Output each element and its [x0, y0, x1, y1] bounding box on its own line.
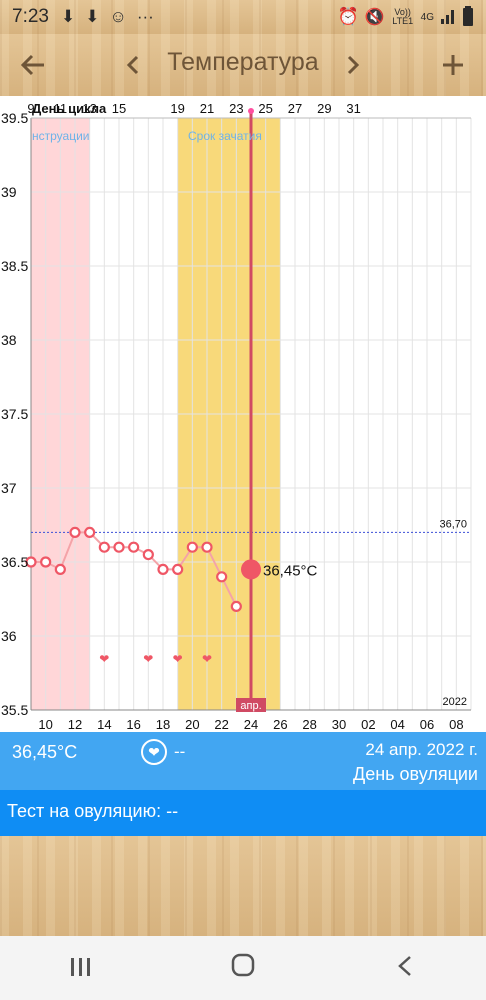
status-bar: 7:23 ⬇ ⬇ ☺ ··· ⏰ 🔇 Vo)) LTE1 4G: [0, 0, 486, 34]
temperature-point: [216, 571, 228, 583]
intercourse-heart-icon: ❤: [173, 652, 183, 666]
period-band-label: нструации: [32, 129, 89, 143]
temperature-point: [25, 556, 37, 568]
date-tick: 26: [273, 717, 287, 732]
date-tick: 22: [214, 717, 228, 732]
temperature-point: [230, 600, 242, 612]
cycle-day-tick: 19: [170, 101, 184, 116]
cycle-day-tick: 9: [27, 101, 34, 116]
cycle-day-tick: 11: [54, 101, 68, 116]
cycle-day-tick: 27: [288, 101, 302, 116]
coverline-label: 36,70: [439, 518, 467, 530]
page-title: Температура: [167, 48, 319, 76]
cycle-day-tick: 13: [82, 101, 96, 116]
month-marker-badge: [236, 698, 266, 712]
temperature-point: [54, 563, 66, 575]
temperature-point: [84, 526, 96, 538]
more-icon: ···: [136, 7, 154, 26]
date-tick: 12: [68, 717, 82, 732]
home-icon[interactable]: [203, 953, 283, 984]
alarm-icon: ⏰: [337, 7, 359, 26]
temperature-chart[interactable]: 36,70 апр. 2022 36,45°C ❤ ❤ ❤ ❤ нструации Сро…: [0, 96, 486, 732]
cycle-day-tick: 29: [317, 101, 331, 116]
date-tick: 02: [361, 717, 375, 732]
y-tick-label: 37: [1, 480, 17, 496]
date-tick: 08: [449, 717, 463, 732]
selected-day-dot: [248, 108, 254, 114]
back-arrow-icon[interactable]: [8, 34, 58, 96]
status-right-icons: ⏰ 🔇 Vo)) LTE1 4G: [337, 5, 474, 29]
year-label: 2022: [443, 696, 467, 708]
battery-icon: [462, 5, 474, 29]
y-tick-label: 38.5: [1, 258, 28, 274]
temperature-point: [113, 541, 125, 553]
signal-icon: [440, 8, 456, 27]
selected-date: 24 апр. 2022 г.: [365, 740, 478, 759]
date-tick: 06: [420, 717, 434, 732]
y-tick-label: 35.5: [1, 702, 28, 718]
date-tick: 30: [332, 717, 346, 732]
date-tick: 18: [156, 717, 170, 732]
navigation-bar: [0, 936, 486, 1000]
date-tick: 14: [97, 717, 111, 732]
y-tick-label: 38: [1, 332, 17, 348]
cycle-day-tick: 15: [112, 101, 126, 116]
intercourse-heart-icon: ❤: [143, 652, 153, 666]
date-tick: 04: [390, 717, 404, 732]
temperature-point: [201, 541, 213, 553]
y-tick-label: 39: [1, 184, 17, 200]
temperature-point: [98, 541, 110, 553]
chevron-right-icon[interactable]: [328, 34, 378, 96]
cycle-day-tick: 31: [346, 101, 360, 116]
y-tick-label: 39.5: [1, 110, 28, 126]
temperature-value: 36,45°C: [12, 742, 78, 762]
cycle-day-tick: 23: [229, 101, 243, 116]
ovulation-test-text: Тест на овуляцию: --: [7, 801, 179, 821]
temperature-point: [128, 541, 140, 553]
plus-icon[interactable]: [428, 34, 478, 96]
date-tick: 24: [244, 717, 258, 732]
temperature-point: [142, 549, 154, 561]
snapchat-icon: ☺: [109, 7, 127, 26]
chevron-left-icon[interactable]: [108, 34, 158, 96]
day-status: День овуляции: [353, 764, 478, 784]
temperature-point: [40, 556, 52, 568]
cycle-day-tick: 21: [200, 101, 214, 116]
selected-temperature-point: [241, 559, 261, 580]
temperature-point: [157, 563, 169, 575]
chart-svg[interactable]: 36,70 апр. 2022 36,45°C ❤ ❤ ❤ ❤ нструации Сро…: [0, 96, 486, 732]
date-tick: 10: [38, 717, 52, 732]
intercourse-heart-icon: ❤: [202, 652, 212, 666]
temperature-point: [69, 526, 81, 538]
temperature-point: [172, 563, 184, 575]
date-tick: 16: [126, 717, 140, 732]
recent-apps-icon[interactable]: [41, 953, 121, 984]
cycle-day-axis-label: День цикла: [32, 101, 107, 116]
4g-icon: 4G: [420, 11, 434, 23]
y-tick-label: 37.5: [1, 406, 28, 422]
app-header: Температура: [0, 34, 486, 96]
nav-back-icon[interactable]: [365, 953, 445, 984]
volte-icon: Vo)) LTE1: [392, 7, 414, 26]
y-tick-label: 36.5: [1, 554, 28, 570]
temperature-point: [186, 541, 198, 553]
selected-temperature-label: 36,45°C: [263, 562, 318, 579]
day-info-bar[interactable]: 36,45°C ❤ -- 24 апр. 2022 г. День овуляц…: [0, 732, 486, 790]
y-tick-label: 36: [1, 628, 17, 644]
download-icon: ⬇: [85, 7, 100, 26]
background-panel: [0, 836, 486, 936]
mute-icon: 🔇: [364, 9, 385, 26]
fertile-band-label: Срок зачатия: [188, 129, 262, 143]
month-marker-label: апр.: [240, 700, 261, 712]
intercourse-heart-icon: ❤: [99, 652, 109, 666]
download-icon: ⬇: [60, 7, 76, 26]
heart-icon[interactable]: ❤: [141, 739, 167, 765]
date-tick: 20: [185, 717, 199, 732]
cycle-day-tick: 25: [258, 101, 272, 116]
status-time: 7:23: [12, 6, 49, 27]
ovulation-test-bar[interactable]: Тест на овуляцию: --: [0, 790, 486, 836]
intercourse-value: --: [174, 742, 186, 761]
date-tick: 28: [302, 717, 316, 732]
